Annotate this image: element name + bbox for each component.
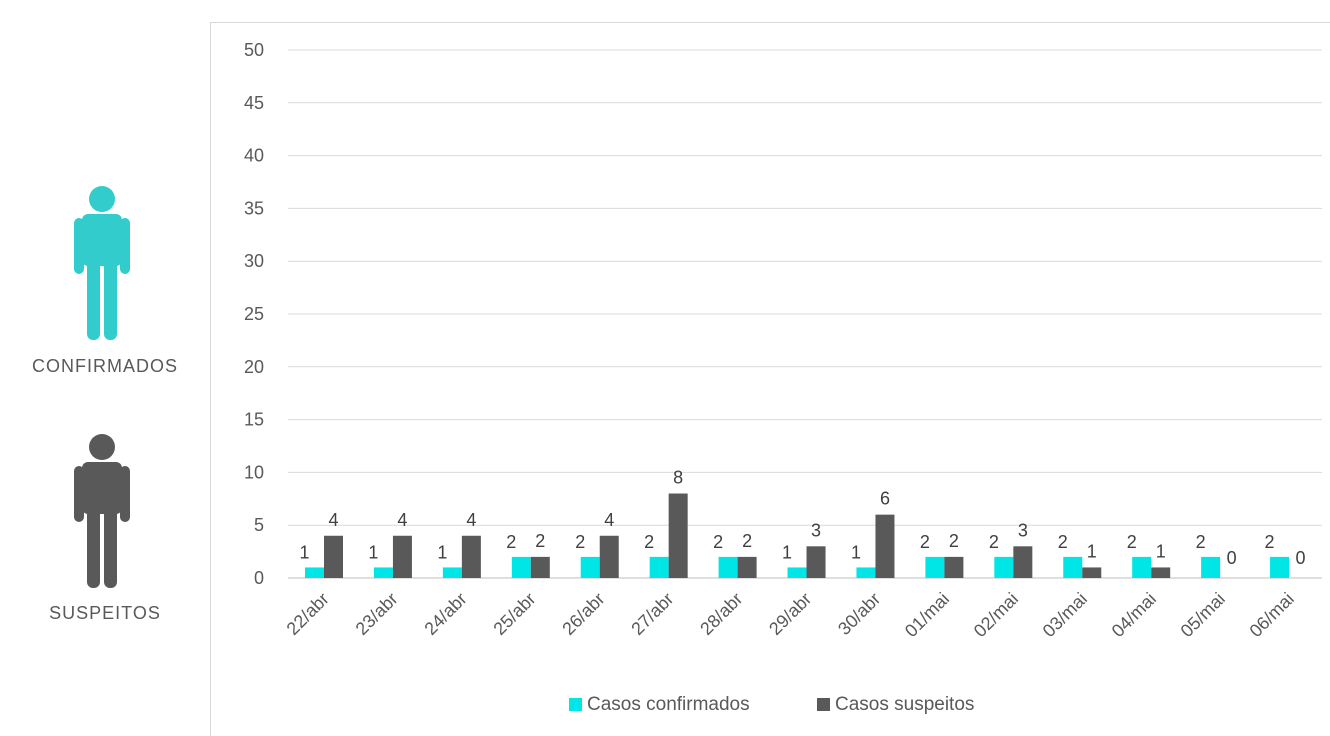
bar-confirmed xyxy=(1132,556,1152,578)
legend-label-confirmed: Casos confirmados xyxy=(587,694,750,715)
bar-confirmed xyxy=(718,556,738,578)
y-tick-label: 5 xyxy=(254,515,264,535)
y-tick-label: 50 xyxy=(244,40,264,60)
x-tick-label: 24/abr xyxy=(420,589,470,639)
y-tick-label: 25 xyxy=(244,304,264,324)
legend-swatch-confirmed xyxy=(569,698,582,711)
confirmed-label: CONFIRMADOS xyxy=(32,356,178,376)
data-label-suspected: 1 xyxy=(1156,541,1166,561)
data-label-confirmed: 2 xyxy=(1058,532,1068,552)
legend-label-suspected: Casos suspeitos xyxy=(835,694,974,715)
bar-confirmed xyxy=(856,567,876,578)
y-tick-label: 45 xyxy=(244,93,264,113)
bar-suspected xyxy=(324,535,343,578)
data-label-confirmed: 2 xyxy=(1127,532,1137,552)
data-label-suspected: 6 xyxy=(880,489,890,509)
y-tick-label: 10 xyxy=(244,462,264,482)
data-label-suspected: 0 xyxy=(1227,548,1237,568)
data-label-suspected: 2 xyxy=(949,531,959,551)
data-label-suspected: 1 xyxy=(1087,541,1097,561)
x-tick-label: 28/abr xyxy=(696,589,746,639)
bar-suspected xyxy=(944,556,964,578)
x-tick-label: 29/abr xyxy=(765,589,815,639)
data-label-confirmed: 2 xyxy=(575,532,585,552)
data-label-suspected: 4 xyxy=(397,510,407,530)
legend-swatch-suspected xyxy=(817,698,830,711)
data-label-confirmed: 2 xyxy=(1265,532,1275,552)
x-tick-label: 22/abr xyxy=(283,589,333,639)
data-label-confirmed: 2 xyxy=(644,532,654,552)
data-label-suspected: 3 xyxy=(811,520,821,540)
data-label-suspected: 0 xyxy=(1296,548,1306,568)
bar-suspected xyxy=(1013,546,1033,578)
bar-confirmed xyxy=(1063,556,1083,578)
bar-suspected xyxy=(806,546,826,578)
x-tick-label: 23/abr xyxy=(352,589,402,639)
data-label-confirmed: 2 xyxy=(506,532,516,552)
bar-confirmed xyxy=(511,556,531,578)
bar-confirmed xyxy=(442,567,462,578)
chart-area xyxy=(210,22,1330,736)
data-label-confirmed: 1 xyxy=(851,542,861,562)
x-tick-label: 26/abr xyxy=(558,589,608,639)
bar-suspected xyxy=(1082,567,1102,578)
data-label-suspected: 2 xyxy=(742,531,752,551)
x-tick-label: 05/mai xyxy=(1177,589,1229,641)
x-tick-label: 30/abr xyxy=(834,589,884,639)
y-tick-label: 30 xyxy=(244,251,264,271)
data-label-suspected: 4 xyxy=(604,510,614,530)
x-tick-label: 01/mai xyxy=(901,589,953,641)
data-label-confirmed: 1 xyxy=(299,542,309,562)
bar-suspected xyxy=(392,535,412,578)
bar-suspected xyxy=(599,535,619,578)
data-label-suspected: 2 xyxy=(535,531,545,551)
data-label-suspected: 4 xyxy=(466,510,476,530)
bar-confirmed xyxy=(305,567,324,578)
person-icon xyxy=(74,434,130,588)
x-tick-label: 04/mai xyxy=(1108,589,1160,641)
y-tick-label: 15 xyxy=(244,410,264,430)
bar-confirmed xyxy=(1270,556,1290,578)
bar-confirmed xyxy=(580,556,600,578)
bar-confirmed xyxy=(787,567,807,578)
data-label-suspected: 4 xyxy=(328,510,338,530)
y-tick-label: 20 xyxy=(244,357,264,377)
x-tick-label: 02/mai xyxy=(970,589,1022,641)
bar-confirmed xyxy=(994,556,1014,578)
data-label-suspected: 8 xyxy=(673,468,683,488)
data-label-confirmed: 1 xyxy=(368,542,378,562)
bar-suspected xyxy=(875,514,895,578)
x-tick-label: 06/mai xyxy=(1246,589,1298,641)
data-label-confirmed: 2 xyxy=(713,532,723,552)
bar-confirmed xyxy=(925,556,945,578)
bar-suspected xyxy=(530,556,550,578)
data-label-confirmed: 1 xyxy=(782,542,792,562)
bar-suspected xyxy=(668,493,688,578)
bar-confirmed xyxy=(373,567,393,578)
y-tick-label: 35 xyxy=(244,198,264,218)
y-tick-label: 0 xyxy=(254,568,264,588)
bar-suspected xyxy=(1151,567,1171,578)
data-label-confirmed: 1 xyxy=(437,542,447,562)
bar-confirmed xyxy=(649,556,669,578)
data-label-confirmed: 2 xyxy=(920,532,930,552)
bar-confirmed xyxy=(1201,556,1221,578)
x-tick-label: 03/mai xyxy=(1039,589,1091,641)
data-label-confirmed: 2 xyxy=(989,532,999,552)
bar-suspected xyxy=(737,556,757,578)
left-panel: CONFIRMADOS SUSPEITOS xyxy=(0,0,210,736)
person-icon xyxy=(74,186,130,340)
x-tick-label: 25/abr xyxy=(489,589,539,639)
bar-suspected xyxy=(461,535,481,578)
suspected-label: SUSPEITOS xyxy=(49,603,161,623)
y-tick-label: 40 xyxy=(244,146,264,166)
data-label-suspected: 3 xyxy=(1018,520,1028,540)
data-label-confirmed: 2 xyxy=(1196,532,1206,552)
x-tick-label: 27/abr xyxy=(627,589,677,639)
